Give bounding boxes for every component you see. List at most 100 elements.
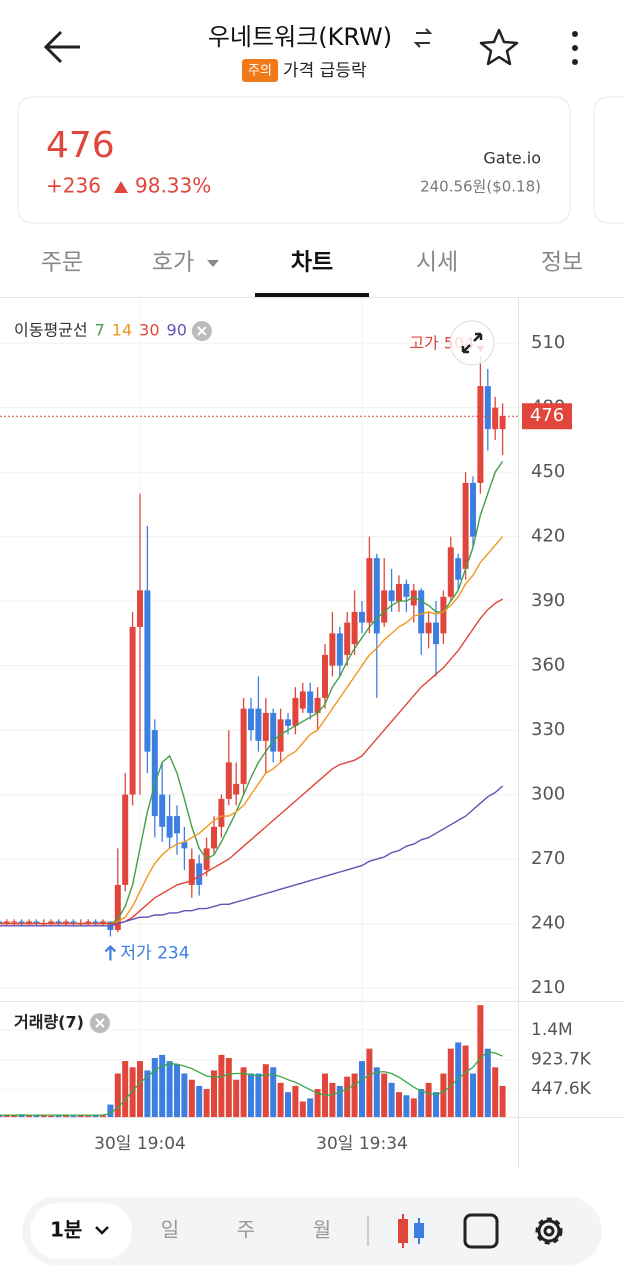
y-tick-label: 420: [531, 526, 565, 547]
tab[interactable]: 호가: [152, 250, 194, 276]
y-tick-label: 447.6K: [531, 1079, 592, 1099]
settings-button[interactable]: [535, 1217, 563, 1245]
period[interactable]: 일: [161, 1218, 179, 1242]
candle-body: [388, 590, 395, 602]
candle-body: [418, 590, 425, 634]
chevron: [95, 1226, 109, 1235]
candle-body: [381, 590, 388, 623]
interval[interactable]: 1분: [50, 1218, 82, 1242]
volume-bar: [351, 1073, 358, 1117]
candle-body: [499, 416, 506, 430]
low-label: 저가 234: [120, 944, 189, 964]
candle-body: [225, 762, 232, 799]
swap-icon[interactable]: [413, 28, 433, 48]
candle-body: [248, 708, 254, 731]
candle-body: [396, 583, 402, 602]
candle-body: [292, 697, 299, 726]
y-tick-label: 210: [531, 977, 565, 998]
volume-bar: [455, 1042, 462, 1117]
y-tick-label: 390: [531, 590, 565, 611]
y-tick-label: 300: [531, 784, 565, 805]
legend-title: 거래량(7): [14, 1013, 84, 1032]
candle-body: [188, 859, 195, 885]
y-tick-label: 510: [531, 332, 565, 353]
back-button[interactable]: [43, 30, 80, 64]
volume-bar: [77, 1115, 84, 1117]
tab[interactable]: 주문: [41, 250, 83, 276]
legend-item: 90: [167, 321, 187, 340]
badge-text: 가격 급등락: [283, 61, 367, 81]
y-tick-label: 360: [531, 655, 565, 676]
volume-bar: [388, 1082, 395, 1117]
close-icon: [197, 326, 207, 336]
candle-body: [11, 921, 18, 923]
candle-body: [322, 654, 328, 698]
volume-bar: [188, 1079, 195, 1117]
change: +236: [46, 174, 101, 198]
period[interactable]: 월: [313, 1218, 331, 1242]
interval-button[interactable]: [30, 1203, 132, 1259]
next-card[interactable]: [593, 96, 624, 224]
candle-body: [63, 921, 69, 924]
candle-body: [403, 583, 410, 597]
candle-body: [122, 794, 129, 885]
volume-bar: [55, 1115, 62, 1117]
volume-bar: [344, 1076, 351, 1117]
exchange-price: 240.56원($0.18): [420, 178, 541, 196]
favorite-button[interactable]: [479, 28, 519, 66]
volume-bar: [262, 1064, 269, 1117]
volume-bar: [336, 1085, 343, 1117]
volume-bar: [373, 1067, 380, 1117]
layout-button[interactable]: [463, 1213, 499, 1249]
candle-body: [151, 730, 158, 817]
volume-bar: [433, 1092, 439, 1117]
candle-type-button[interactable]: [398, 1214, 424, 1248]
x-tick-label: 30일 19:34: [316, 1134, 408, 1154]
y-tick-label: 923.7K: [531, 1050, 592, 1070]
volume-bar: [166, 1061, 173, 1117]
last-price-tag: [522, 403, 572, 430]
candle-body: [33, 921, 40, 924]
candle-body: [270, 712, 277, 752]
tab[interactable]: 차트: [291, 250, 333, 276]
toolbar: [22, 1197, 602, 1265]
candle-body: [0, 921, 3, 924]
candle-body: [85, 921, 92, 924]
chart: 5104804504203903603303002702402101.4M923…: [0, 298, 592, 1154]
candle-body: [425, 622, 432, 634]
candle-body: [174, 816, 180, 834]
volume-bar: [218, 1054, 225, 1117]
volume-bar: [285, 1092, 291, 1117]
volume-bar: [307, 1098, 314, 1117]
title: 우네트워크(KRW): [208, 23, 392, 51]
candle-body: [462, 482, 469, 569]
candle-body: [470, 482, 476, 537]
volume-bar: [292, 1085, 299, 1117]
candle-body: [336, 633, 343, 666]
volume-bar: [0, 1114, 3, 1117]
expand-button[interactable]: [449, 320, 495, 366]
volume-bar: [462, 1045, 469, 1117]
y-tick-label: 450: [531, 461, 565, 482]
candle-body: [307, 691, 314, 713]
volume-bar: [418, 1089, 425, 1117]
candle-body: [277, 719, 284, 752]
volume-bar: [440, 1073, 447, 1117]
candle-body: [144, 590, 151, 752]
candle-body: [92, 921, 99, 924]
last-price: 476: [530, 405, 564, 426]
tab[interactable]: 정보: [541, 250, 583, 276]
volume-bar: [240, 1067, 247, 1117]
candle-body: [314, 697, 321, 713]
period[interactable]: 주: [237, 1218, 255, 1242]
candle-body: [196, 863, 203, 885]
volume-bar: [314, 1089, 321, 1117]
volume-bar: [211, 1070, 217, 1117]
price-card: [17, 96, 571, 224]
badge-bg: [242, 59, 278, 82]
candle-body: [181, 841, 188, 849]
tab[interactable]: 시세: [416, 250, 458, 276]
volume-bar: [85, 1115, 92, 1117]
more-button[interactable]: [572, 31, 578, 65]
